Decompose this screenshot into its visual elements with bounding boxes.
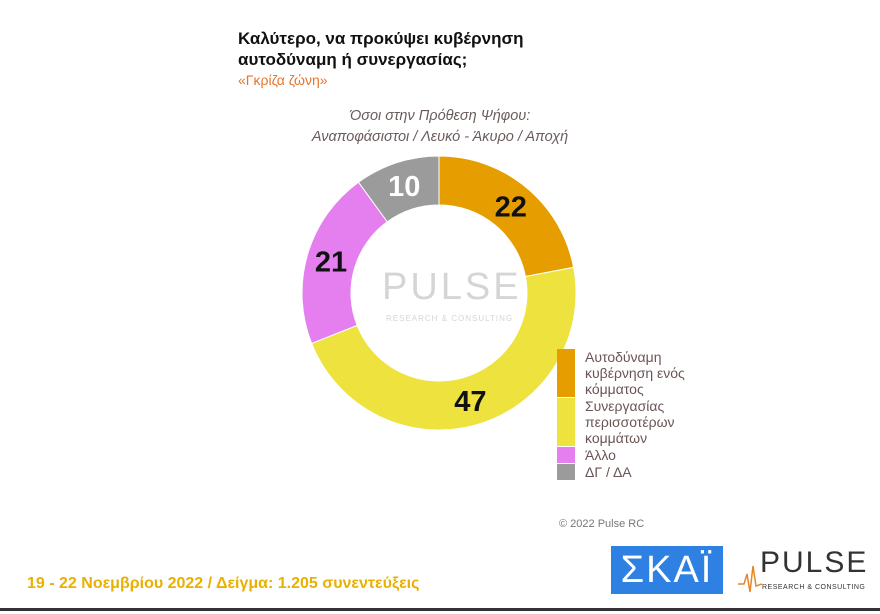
legend-item: Αυτοδύναμη κυβέρνηση ενός κόμματος xyxy=(557,349,705,397)
data-label: 22 xyxy=(495,191,527,223)
watermark-sub: RESEARCH & CONSULTING xyxy=(386,314,514,323)
legend: Αυτοδύναμη κυβέρνηση ενός κόμματος Συνερ… xyxy=(557,349,705,481)
bottom-rule xyxy=(0,608,880,611)
donut-slice xyxy=(310,266,577,431)
legend-swatch xyxy=(557,398,575,446)
pulse-logo-sub: RESEARCH & CONSULTING xyxy=(762,584,866,591)
legend-label: ΔΓ / ΔΑ xyxy=(585,464,632,480)
legend-label: Συνεργασίας περισσοτέρων κομμάτων xyxy=(585,398,675,446)
pulse-wave-icon xyxy=(738,565,762,593)
pulse-logo: PULSE RESEARCH & CONSULTING xyxy=(738,546,866,596)
data-label: 21 xyxy=(315,247,347,279)
legend-item: Συνεργασίας περισσοτέρων κομμάτων xyxy=(557,398,705,446)
pulse-logo-word: PULSE xyxy=(760,546,869,579)
watermark-word: PULSE xyxy=(382,266,522,308)
legend-item: ΔΓ / ΔΑ xyxy=(557,464,705,480)
legend-swatch xyxy=(557,349,575,397)
note-line-1: Όσοι στην Πρόθεση Ψήφου: xyxy=(349,108,531,124)
data-label: 47 xyxy=(454,386,486,418)
legend-label: Αυτοδύναμη κυβέρνηση ενός κόμματος xyxy=(585,349,685,397)
skai-logo: ΣΚΑΪ xyxy=(611,546,723,594)
legend-swatch xyxy=(557,447,575,463)
donut-slice xyxy=(357,155,440,223)
legend-swatch xyxy=(557,464,575,480)
title-line-2: αυτοδύναμη ή συνεργασίας; xyxy=(238,50,468,69)
chart-subtitle: «Γκρίζα ζώνη» xyxy=(238,72,328,88)
copyright: © 2022 Pulse RC xyxy=(559,518,645,530)
chart-title: Καλύτερο, να προκύψει κυβέρνηση αυτοδύνα… xyxy=(238,28,523,70)
survey-footer: 19 - 22 Νοεμβρίου 2022 / Δείγμα: 1.205 σ… xyxy=(27,575,420,592)
data-label: 10 xyxy=(388,171,420,203)
population-note: Όσοι στην Πρόθεση Ψήφου: Αναποφάσιστοι /… xyxy=(270,106,610,148)
note-line-2: Αναποφάσιστοι / Λευκό - Άκυρο / Αποχή xyxy=(311,129,569,145)
title-line-1: Καλύτερο, να προκύψει κυβέρνηση xyxy=(238,29,524,48)
pulse-watermark: PULSE RESEARCH & CONSULTING xyxy=(360,266,530,330)
legend-label: Άλλο xyxy=(585,447,616,463)
legend-item: Άλλο xyxy=(557,447,705,463)
